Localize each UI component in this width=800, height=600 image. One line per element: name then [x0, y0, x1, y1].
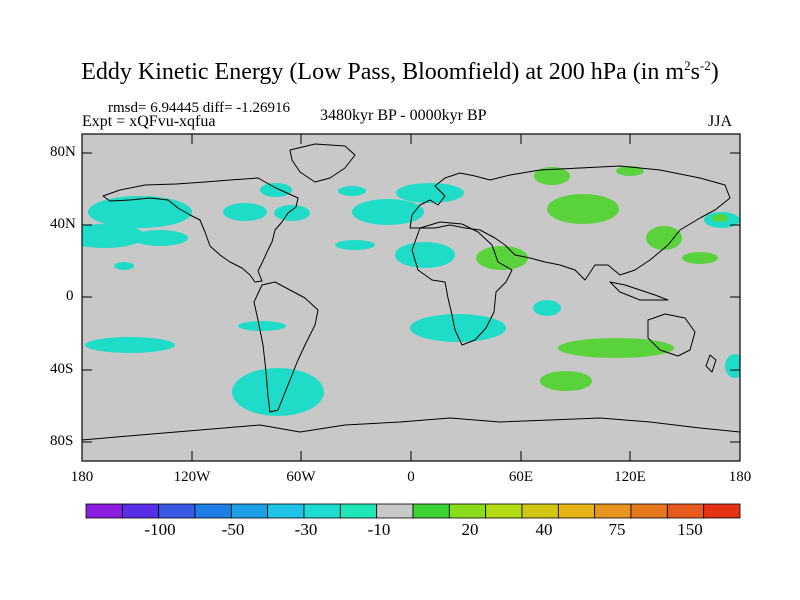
lon-label: 180: [728, 469, 752, 485]
africa-coast: [411, 221, 513, 346]
positive-anomaly-regions: [476, 166, 728, 391]
colorbar-label: 40: [535, 520, 553, 539]
lon-label: 0: [407, 469, 415, 485]
south-america-coast: [253, 281, 319, 413]
colorbar-box: [594, 503, 632, 519]
map-title: Eddy Kinetic Energy (Low Pass, Bloomfiel…: [81, 58, 719, 85]
colorbar-box: [448, 503, 487, 519]
colorbar-label: 150: [677, 520, 703, 539]
colorbar-box: [485, 503, 523, 519]
antarctica-coast: [82, 417, 740, 441]
colorbar-box: [376, 503, 414, 519]
colorbar-box: [703, 503, 741, 519]
colorbar-label: -30: [294, 520, 318, 539]
colorbar-box: [630, 503, 668, 519]
period-label: 3480kyr BP - 0000kyr BP: [320, 107, 487, 124]
colorbar-box: [230, 503, 269, 519]
colorbar-box: [557, 503, 596, 519]
experiment-label: Expt = xQFvu-xqfua: [82, 113, 216, 130]
lat-label: 40S: [50, 361, 74, 377]
stats-text: rmsd= 6.94445 diff= -1.26916: [108, 100, 291, 116]
colorbar: [85, 503, 741, 519]
lon-label: 60E: [508, 469, 534, 485]
north-america-coast: [102, 177, 299, 283]
colorbar-box: [267, 503, 305, 519]
axis-ticks: [81, 134, 741, 461]
colorbar-box: [194, 503, 232, 519]
lon-label: 120E: [614, 469, 646, 485]
lat-label: 0: [66, 288, 74, 304]
lat-label: 80N: [50, 144, 76, 160]
colorbar-box: [158, 503, 196, 519]
lon-label: 180: [70, 469, 94, 485]
colorbar-box: [121, 503, 160, 519]
colorbar-box: [303, 503, 341, 519]
negative-anomaly-regions: [82, 183, 740, 416]
lon-label: 120W: [173, 469, 211, 485]
colorbar-label: 75: [608, 520, 626, 539]
colorbar-box: [339, 503, 378, 519]
colorbar-box: [666, 503, 705, 519]
maritime-continent-coast: [609, 281, 669, 301]
new-zealand-coast: [705, 354, 717, 373]
lat-label: 80S: [50, 433, 74, 449]
colorbar-box: [521, 503, 559, 519]
colorbar-box: [85, 503, 123, 519]
lat-label: 40N: [50, 216, 76, 232]
colorbar-box: [412, 503, 450, 519]
greenland-coast: [289, 143, 356, 183]
coastlines: [82, 143, 740, 441]
lon-label: 60W: [286, 469, 316, 485]
map-background: [82, 134, 740, 461]
colorbar-label: -50: [221, 520, 245, 539]
colorbar-label: -100: [144, 520, 176, 539]
colorbar-label: 20: [461, 520, 479, 539]
eurasia-coast: [409, 165, 731, 281]
australia-coast: [647, 313, 696, 357]
season-label: JJA: [708, 113, 733, 130]
colorbar-label: -10: [367, 520, 391, 539]
